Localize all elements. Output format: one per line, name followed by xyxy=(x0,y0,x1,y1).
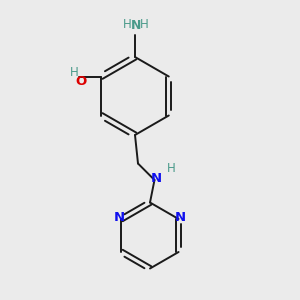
Text: N: N xyxy=(114,211,125,224)
Text: N: N xyxy=(130,20,141,32)
Text: H: H xyxy=(70,66,79,80)
Text: O: O xyxy=(76,74,87,88)
Text: H: H xyxy=(123,18,132,31)
Text: N: N xyxy=(175,211,186,224)
Text: H: H xyxy=(140,18,149,31)
Text: N: N xyxy=(150,172,162,185)
Text: H: H xyxy=(167,162,176,175)
